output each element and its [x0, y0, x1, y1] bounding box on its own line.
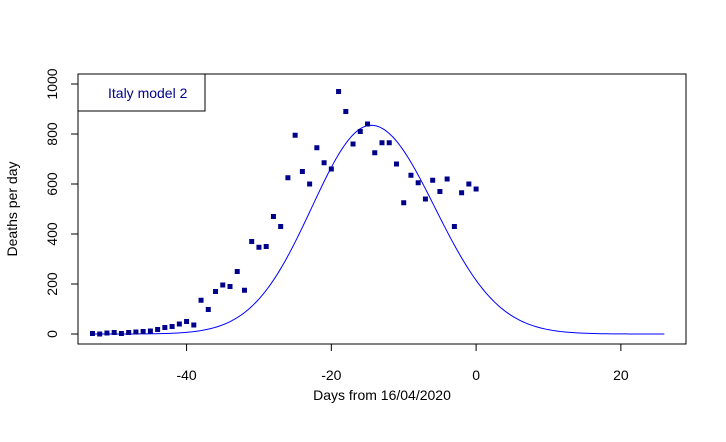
data-point	[466, 181, 472, 187]
data-point	[162, 325, 168, 330]
data-point	[292, 132, 298, 138]
data-point	[169, 324, 175, 329]
data-point	[213, 289, 219, 294]
data-point	[299, 169, 305, 174]
data-point	[111, 330, 117, 335]
data-point	[140, 329, 146, 334]
y-axis-ticks: 0 200 400 600 800 1000	[44, 68, 78, 338]
data-point	[430, 177, 436, 183]
data-point	[415, 180, 421, 186]
data-point	[184, 319, 190, 324]
y-tick-label: 400	[44, 222, 60, 246]
data-point	[205, 307, 211, 312]
data-point	[408, 172, 414, 178]
data-point	[278, 224, 284, 229]
data-point	[365, 121, 371, 127]
data-point	[473, 186, 479, 192]
data-point	[118, 331, 124, 336]
data-point	[444, 176, 450, 182]
y-tick-label: 800	[44, 122, 60, 146]
x-axis-ticks: -40 -20 0 20	[176, 344, 629, 383]
data-point	[314, 145, 320, 151]
data-point	[343, 109, 349, 114]
plot-frame	[77, 73, 687, 345]
x-tick-label: 20	[613, 367, 629, 383]
data-point	[191, 322, 197, 328]
data-point	[198, 297, 204, 303]
data-point	[372, 150, 378, 156]
data-point	[379, 140, 385, 146]
data-point	[227, 284, 233, 289]
data-point	[437, 189, 443, 194]
data-point	[133, 329, 139, 335]
x-tick-label: 0	[472, 367, 480, 383]
data-point	[104, 330, 110, 336]
data-point	[234, 269, 240, 274]
x-axis-title: Days from 16/04/2020	[313, 387, 451, 403]
data-point	[451, 224, 457, 229]
data-point	[307, 181, 313, 187]
data-point	[97, 331, 103, 337]
data-point	[336, 89, 342, 94]
data-point	[401, 200, 407, 206]
data-point	[126, 330, 132, 335]
legend-box	[77, 73, 206, 112]
data-point	[357, 129, 363, 134]
x-tick-label: -20	[321, 367, 341, 383]
data-point	[241, 287, 247, 293]
data-point	[459, 190, 465, 196]
data-point	[350, 141, 356, 147]
legend-label: Italy model 2	[108, 85, 188, 101]
legend: Italy model 2	[77, 73, 206, 112]
data-points	[89, 89, 479, 337]
x-tick-label: -40	[176, 367, 196, 383]
data-point	[386, 140, 392, 146]
y-tick-label: 600	[44, 172, 60, 196]
y-tick-label: 0	[44, 330, 60, 338]
model-curve	[92, 124, 665, 335]
data-point	[220, 282, 226, 288]
data-point	[155, 327, 161, 332]
data-point	[285, 175, 291, 181]
data-point	[256, 244, 262, 250]
data-point	[176, 321, 182, 327]
data-point	[263, 244, 269, 249]
data-point	[422, 196, 428, 202]
data-point	[249, 239, 255, 244]
data-point	[321, 160, 327, 166]
data-point	[270, 214, 276, 219]
y-axis-title: Deaths per day	[4, 162, 20, 257]
data-point	[147, 328, 153, 334]
y-tick-label: 200	[44, 272, 60, 296]
data-point	[328, 166, 334, 172]
data-point	[89, 331, 95, 336]
y-tick-label: 1000	[44, 68, 60, 99]
data-point	[393, 161, 399, 167]
